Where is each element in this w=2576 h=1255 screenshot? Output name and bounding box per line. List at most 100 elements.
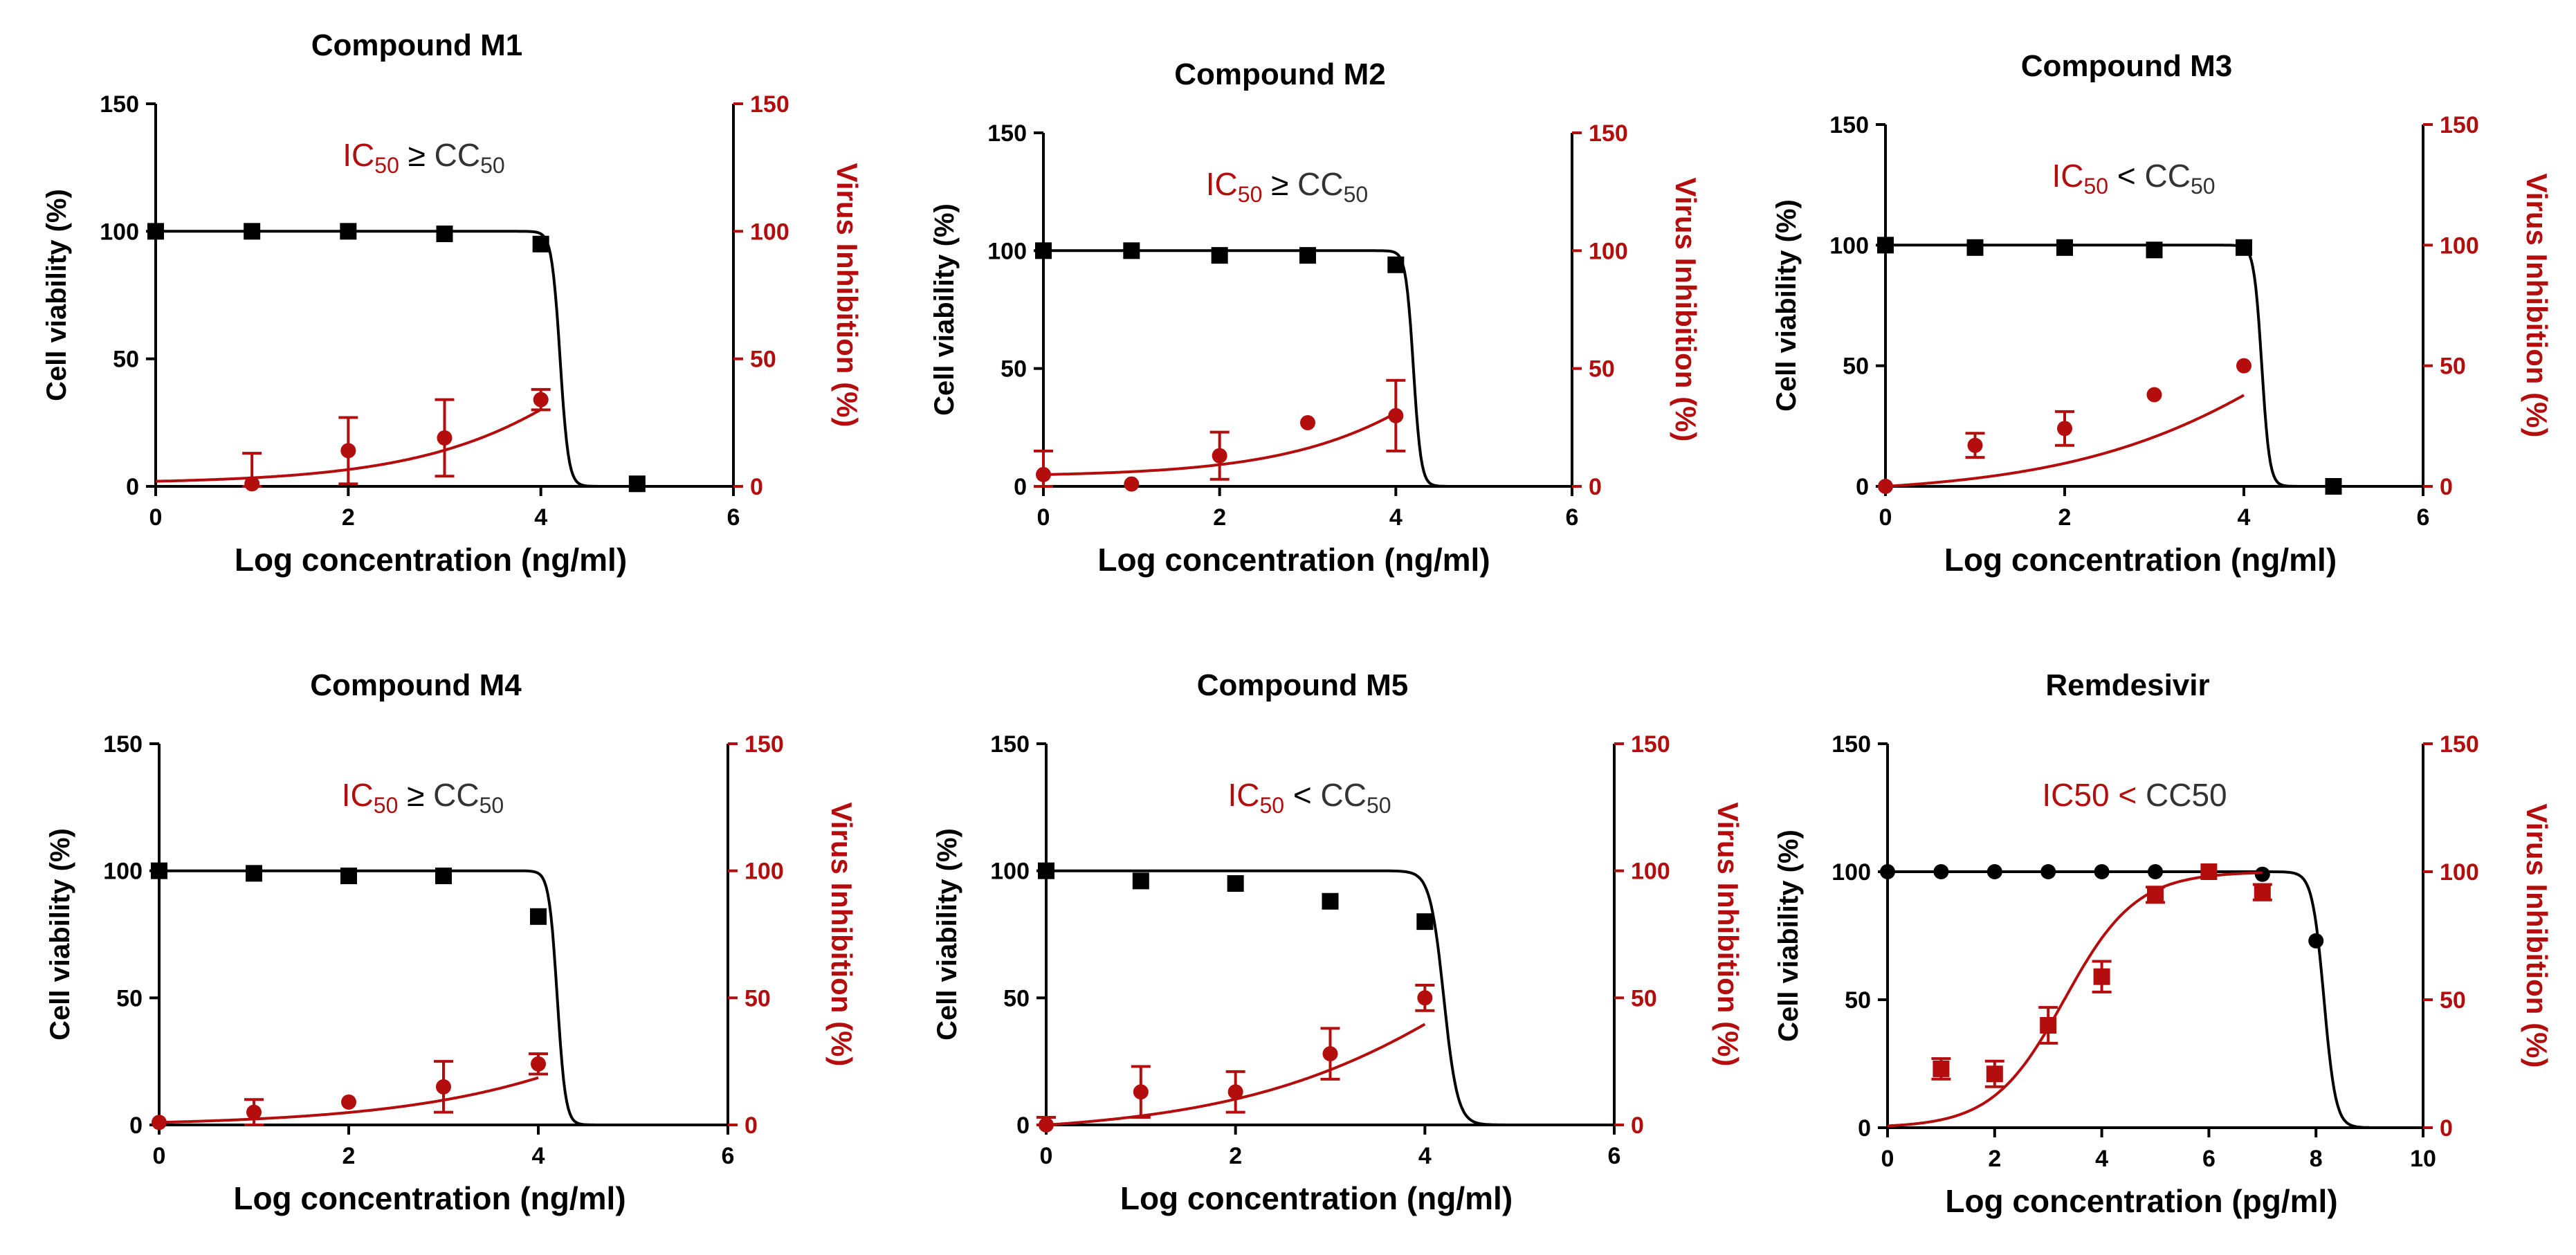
viability-point (1299, 247, 1316, 264)
annotation-ic-subscript: 50 (2083, 174, 2108, 199)
viability-point (435, 868, 452, 885)
panel-title: Compound M2 (1174, 57, 1386, 91)
annotation-ic-label: IC (1206, 166, 1238, 202)
viability-point (340, 223, 357, 240)
ic50-cc50-annotation: IC50 < CC50 (2052, 158, 2215, 199)
viability-fit-curve (156, 230, 637, 488)
annotation-ic-subscript: 50 (374, 793, 399, 818)
inhibition-point (341, 1094, 356, 1110)
viability-point (1416, 913, 1434, 931)
viability-point (1322, 892, 1339, 910)
left-y-axis-label: Cell viability (%) (45, 828, 75, 1041)
right-y-tick-label: 0 (745, 1112, 758, 1139)
inhibition-point (531, 1056, 546, 1072)
inhibition-point (533, 392, 549, 407)
viability-point (2040, 864, 2056, 879)
inhibition-point (1986, 1065, 2003, 1083)
annotation-ic-label: IC (342, 137, 374, 173)
x-tick-label: 6 (722, 1143, 735, 1169)
panel-title: Remdesivir (2045, 668, 2209, 702)
viability-point (244, 223, 261, 240)
viability-point (2056, 239, 2073, 256)
inhibition-point (1933, 1060, 1950, 1077)
inhibition-point (2236, 358, 2251, 374)
left-y-tick-label: 50 (116, 985, 143, 1011)
annotation-operator: < (2108, 158, 2144, 194)
inhibition-point (1322, 1046, 1338, 1062)
inhibition-point (2040, 1017, 2057, 1034)
x-tick-label: 2 (1229, 1143, 1242, 1169)
viability-point (1035, 242, 1052, 259)
annotation-cc-label: CC (433, 777, 479, 813)
inhibition-point (1967, 437, 1983, 453)
viability-point (2146, 241, 2163, 259)
panel-title: Compound M3 (2021, 49, 2233, 83)
annotation-cc-label: CC50 (2146, 777, 2227, 813)
x-tick-label: 2 (342, 1143, 356, 1169)
x-axis-label: Log concentration (ng/ml) (235, 542, 627, 578)
left-y-tick-label: 50 (1845, 987, 1871, 1014)
annotation-cc-label: CC (1297, 166, 1343, 202)
x-tick-label: 6 (2417, 504, 2430, 531)
annotation-operator: ≥ (399, 137, 435, 173)
ic50-cc50-annotation: IC50 < CC50 (1227, 777, 1391, 818)
left-y-tick-label: 0 (1856, 474, 1869, 500)
x-tick-label: 2 (1988, 1146, 2001, 1172)
annotation-cc-subscript: 50 (1344, 182, 1369, 207)
viability-point (151, 862, 167, 879)
x-axis-label: Log concentration (ng/ml) (233, 1180, 625, 1216)
viability-point (2325, 478, 2342, 495)
left-y-tick-label: 0 (1014, 474, 1027, 500)
viability-point (436, 226, 453, 243)
x-tick-label: 8 (2310, 1146, 2323, 1172)
viability-point (1211, 247, 1228, 264)
inhibition-fit-curve (159, 1076, 539, 1124)
x-tick-label: 6 (1566, 504, 1579, 531)
left-y-tick-label: 150 (990, 731, 1030, 758)
right-y-axis-label: Virus Inhibition (%) (1712, 803, 1744, 1067)
inhibition-point (1300, 415, 1315, 431)
x-tick-label: 10 (2410, 1146, 2436, 1172)
viability-point (530, 908, 547, 925)
x-tick-label: 0 (1879, 504, 1892, 531)
left-y-tick-label: 0 (126, 474, 139, 500)
viability-fit-curve (1888, 870, 2370, 1129)
inhibition-point (2057, 421, 2072, 437)
left-y-tick-label: 100 (1829, 232, 1869, 259)
viability-point (2094, 864, 2110, 879)
viability-point (1966, 239, 1984, 256)
ic50-cc50-annotation: IC50 < CC50 (2042, 777, 2227, 813)
viability-point (2308, 933, 2324, 949)
inhibition-point (2200, 863, 2218, 880)
viability-point (1227, 875, 1244, 892)
inhibition-point (1417, 990, 1433, 1006)
inhibition-point (2254, 883, 2271, 901)
viability-point (2236, 239, 2252, 256)
viability-fit-curve (1885, 244, 2334, 488)
ic50-cc50-annotation: IC50 ≥ CC50 (342, 777, 504, 818)
inhibition-point (2146, 387, 2162, 403)
left-y-tick-label: 0 (1016, 1112, 1030, 1139)
right-y-tick-label: 100 (1589, 238, 1628, 264)
right-y-tick-label: 100 (745, 859, 784, 885)
annotation-ic-label: IC50 (2042, 777, 2109, 813)
viability-fit-curve (159, 869, 633, 1126)
right-y-tick-label: 150 (745, 731, 784, 758)
annotation-ic-subscript: 50 (1259, 793, 1284, 818)
viability-point (2254, 866, 2270, 882)
x-tick-label: 0 (149, 504, 163, 531)
right-y-axis-label: Virus Inhibition (%) (2521, 174, 2553, 438)
right-y-tick-label: 0 (2440, 474, 2453, 500)
left-y-tick-label: 150 (100, 91, 139, 118)
right-y-axis-label: Virus Inhibition (%) (825, 803, 858, 1067)
left-y-tick-label: 100 (103, 859, 143, 885)
annotation-cc-subscript: 50 (480, 153, 505, 178)
left-y-tick-label: 50 (1001, 356, 1027, 383)
inhibition-point (340, 443, 356, 459)
